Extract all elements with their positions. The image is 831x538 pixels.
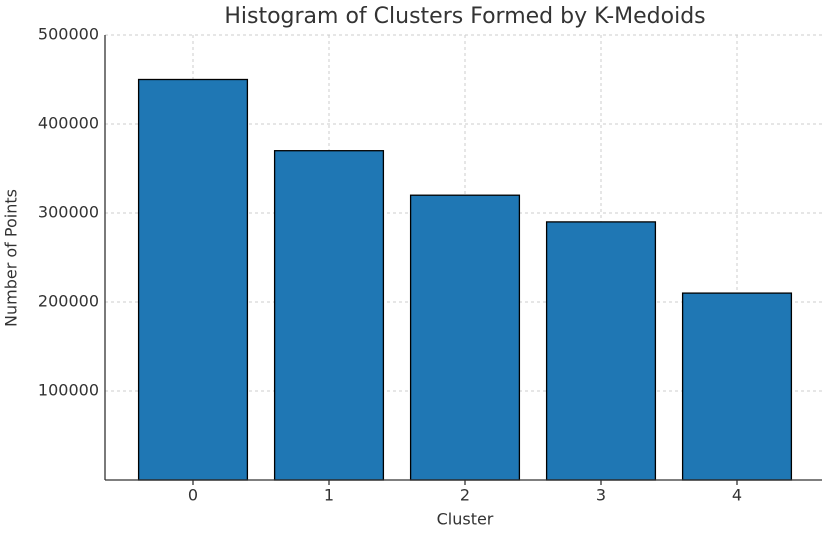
x-tick-label: 1 xyxy=(324,486,334,505)
y-tick-label: 500000 xyxy=(38,25,99,44)
x-tick-label: 0 xyxy=(188,486,198,505)
x-tick-label: 3 xyxy=(596,486,606,505)
x-tick-label: 2 xyxy=(460,486,470,505)
bar xyxy=(409,194,521,481)
y-tick-label: 300000 xyxy=(38,203,99,222)
y-tick-label: 200000 xyxy=(38,292,99,311)
y-tick-label: 100000 xyxy=(38,381,99,400)
bar xyxy=(545,221,657,481)
bar xyxy=(273,150,385,481)
y-tick-label: 400000 xyxy=(38,114,99,133)
bar xyxy=(137,78,249,481)
bar xyxy=(681,292,793,481)
x-axis-label: Cluster xyxy=(437,510,494,529)
x-tick-label: 4 xyxy=(732,486,742,505)
chart-title: Histogram of Clusters Formed by K-Medoid… xyxy=(224,4,705,29)
y-axis-label: Number of Points xyxy=(2,189,21,327)
